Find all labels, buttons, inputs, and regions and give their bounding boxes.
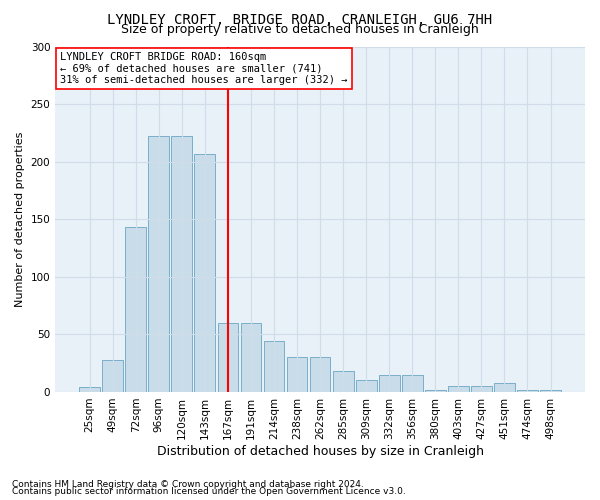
- Bar: [125, 228, 146, 392]
- Text: LYNDLEY CROFT BRIDGE ROAD: 160sqm
← 69% of detached houses are smaller (741)
31%: LYNDLEY CROFT BRIDGE ROAD: 160sqm ← 69% …: [61, 52, 348, 85]
- X-axis label: Distribution of detached houses by size in Cranleigh: Distribution of detached houses by size …: [157, 444, 484, 458]
- Bar: [448, 386, 469, 392]
- Bar: [287, 358, 307, 392]
- Bar: [310, 358, 331, 392]
- Bar: [471, 386, 492, 392]
- Bar: [172, 136, 192, 392]
- Text: Contains HM Land Registry data © Crown copyright and database right 2024.: Contains HM Land Registry data © Crown c…: [12, 480, 364, 489]
- Bar: [241, 323, 262, 392]
- Y-axis label: Number of detached properties: Number of detached properties: [15, 132, 25, 307]
- Bar: [333, 371, 353, 392]
- Text: LYNDLEY CROFT, BRIDGE ROAD, CRANLEIGH, GU6 7HH: LYNDLEY CROFT, BRIDGE ROAD, CRANLEIGH, G…: [107, 12, 493, 26]
- Text: Contains public sector information licensed under the Open Government Licence v3: Contains public sector information licen…: [12, 488, 406, 496]
- Bar: [517, 390, 538, 392]
- Bar: [356, 380, 377, 392]
- Bar: [102, 360, 123, 392]
- Text: Size of property relative to detached houses in Cranleigh: Size of property relative to detached ho…: [121, 22, 479, 36]
- Bar: [425, 390, 446, 392]
- Bar: [79, 388, 100, 392]
- Bar: [148, 136, 169, 392]
- Bar: [263, 342, 284, 392]
- Bar: [494, 382, 515, 392]
- Bar: [379, 374, 400, 392]
- Bar: [194, 154, 215, 392]
- Bar: [218, 323, 238, 392]
- Bar: [402, 374, 422, 392]
- Bar: [540, 390, 561, 392]
